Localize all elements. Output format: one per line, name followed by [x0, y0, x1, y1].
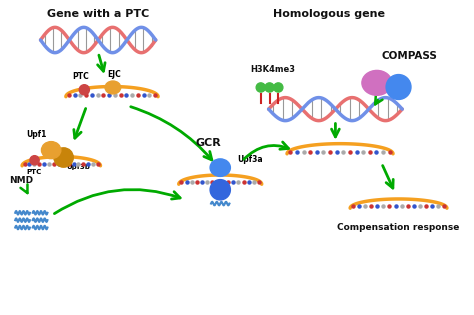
Text: GCR: GCR: [196, 138, 221, 148]
Circle shape: [30, 156, 39, 165]
Circle shape: [256, 83, 265, 92]
Circle shape: [273, 83, 283, 92]
Text: H3K4me3: H3K4me3: [250, 65, 295, 73]
Text: Gene with a PTC: Gene with a PTC: [47, 9, 149, 19]
Circle shape: [386, 75, 411, 100]
Text: Upf3b: Upf3b: [67, 164, 91, 170]
Text: Upf3a: Upf3a: [237, 155, 263, 164]
Text: EJC: EJC: [107, 70, 121, 79]
Text: Compensation response: Compensation response: [337, 223, 460, 232]
Circle shape: [265, 83, 274, 92]
Circle shape: [54, 148, 73, 167]
Text: NMD: NMD: [9, 176, 33, 185]
Circle shape: [210, 180, 230, 200]
Text: COMPASS: COMPASS: [381, 51, 437, 61]
Ellipse shape: [41, 142, 61, 159]
Text: PTC: PTC: [26, 169, 41, 175]
Ellipse shape: [362, 71, 392, 95]
Circle shape: [79, 85, 90, 95]
Ellipse shape: [105, 81, 121, 94]
Text: PTC: PTC: [72, 72, 89, 81]
Text: Homologous gene: Homologous gene: [273, 9, 384, 19]
Ellipse shape: [210, 159, 230, 176]
Text: Upf1: Upf1: [26, 130, 46, 139]
